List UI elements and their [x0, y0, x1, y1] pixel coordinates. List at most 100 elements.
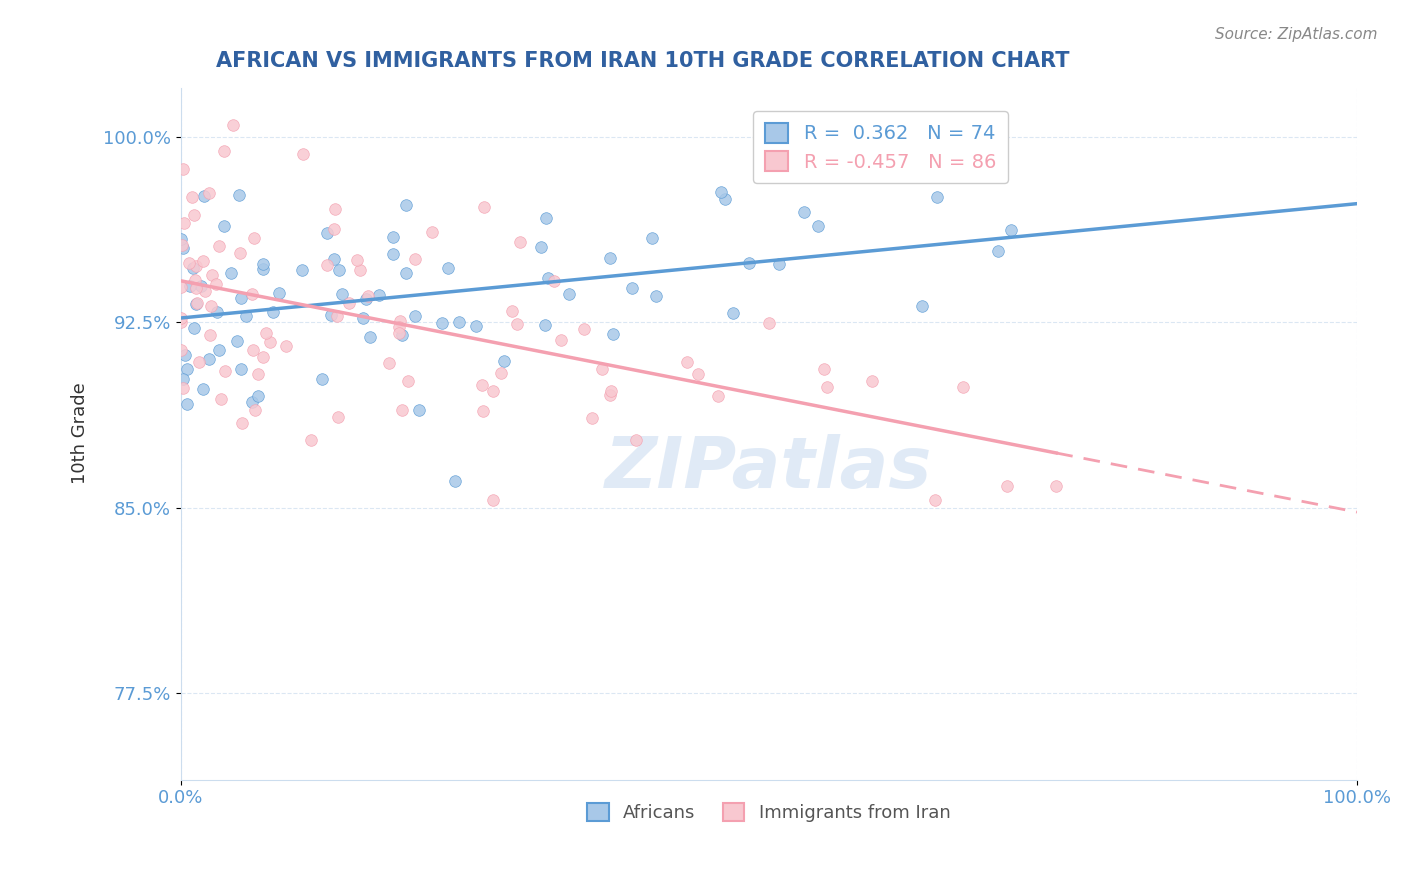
Point [354, 292, 377, 306]
Point [176, 396, 198, 410]
Point [221, 118, 243, 132]
Point [1045, 479, 1067, 493]
Point [229, 246, 252, 260]
Point [860, 374, 883, 388]
Point [252, 261, 274, 276]
Point [529, 240, 551, 254]
Point [254, 326, 277, 341]
Point [252, 350, 274, 364]
Point [714, 193, 737, 207]
Point [1000, 223, 1022, 237]
Point [472, 403, 495, 417]
Point [368, 287, 391, 301]
Point [200, 299, 222, 313]
Point [382, 229, 405, 244]
Point [326, 409, 349, 424]
Point [183, 320, 205, 334]
Point [645, 288, 668, 302]
Point [247, 367, 270, 381]
Point [212, 219, 235, 233]
Point [404, 252, 426, 267]
Point [793, 204, 815, 219]
Text: ZIPatlas: ZIPatlas [605, 434, 932, 503]
Point [179, 279, 201, 293]
Point [262, 304, 284, 318]
Point [558, 287, 581, 301]
Point [494, 353, 516, 368]
Point [226, 334, 249, 348]
Point [316, 226, 339, 240]
Point [388, 326, 411, 340]
Point [208, 343, 231, 357]
Point [326, 309, 349, 323]
Point [190, 278, 212, 293]
Point [267, 285, 290, 300]
Point [430, 316, 453, 330]
Point [242, 343, 264, 357]
Point [322, 222, 344, 236]
Point [229, 362, 252, 376]
Point [952, 380, 974, 394]
Point [534, 211, 557, 225]
Point [197, 186, 219, 200]
Point [602, 327, 624, 342]
Point [388, 313, 411, 327]
Point [420, 225, 443, 239]
Point [807, 219, 830, 233]
Point [229, 291, 252, 305]
Point [600, 384, 623, 399]
Point [388, 320, 411, 334]
Point [170, 315, 193, 329]
Point [177, 256, 200, 270]
Point [205, 305, 228, 319]
Point [316, 258, 339, 272]
Point [481, 493, 503, 508]
Point [219, 267, 242, 281]
Point [183, 261, 205, 276]
Point [183, 208, 205, 222]
Text: Source: ZipAtlas.com: Source: ZipAtlas.com [1215, 27, 1378, 42]
Point [193, 254, 215, 268]
Point [291, 263, 314, 277]
Point [443, 474, 465, 488]
Point [721, 306, 744, 320]
Point [274, 339, 297, 353]
Point [337, 295, 360, 310]
Point [194, 284, 217, 298]
Point [328, 263, 350, 277]
Point [509, 235, 531, 250]
Point [214, 364, 236, 378]
Point [198, 328, 221, 343]
Point [995, 479, 1018, 493]
Point [707, 388, 730, 402]
Point [675, 355, 697, 369]
Point [170, 231, 193, 245]
Point [927, 190, 949, 204]
Point [252, 257, 274, 271]
Point [447, 315, 470, 329]
Point [395, 266, 418, 280]
Point [626, 434, 648, 448]
Point [599, 387, 621, 401]
Point [686, 367, 709, 381]
Point [193, 189, 215, 203]
Point [349, 263, 371, 277]
Point [235, 309, 257, 323]
Point [489, 366, 512, 380]
Point [172, 238, 194, 252]
Point [987, 244, 1010, 259]
Point [299, 433, 322, 447]
Point [187, 354, 209, 368]
Point [212, 145, 235, 159]
Point [911, 299, 934, 313]
Point [173, 216, 195, 230]
Point [472, 200, 495, 214]
Point [356, 289, 378, 303]
Point [176, 361, 198, 376]
Point [464, 318, 486, 333]
Point [543, 274, 565, 288]
Point [581, 410, 603, 425]
Point [378, 356, 401, 370]
Point [437, 260, 460, 275]
Point [184, 297, 207, 311]
